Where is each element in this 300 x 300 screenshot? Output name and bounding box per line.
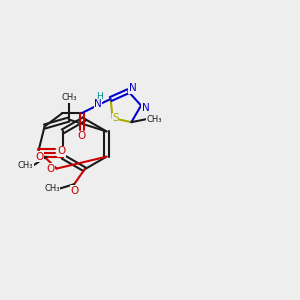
Text: O: O [78,131,86,141]
Text: CH₃: CH₃ [44,184,60,193]
Text: CH₃: CH₃ [61,93,76,102]
Text: N: N [94,99,102,109]
Text: N: N [129,83,136,93]
Text: O: O [70,186,78,196]
Text: CH₃: CH₃ [147,115,162,124]
Text: O: O [36,152,44,162]
Text: H: H [96,92,103,101]
Text: N: N [142,103,149,113]
Text: O: O [46,164,54,174]
Text: S: S [112,113,119,123]
Text: CH₃: CH₃ [18,161,33,170]
Text: O: O [57,146,65,156]
